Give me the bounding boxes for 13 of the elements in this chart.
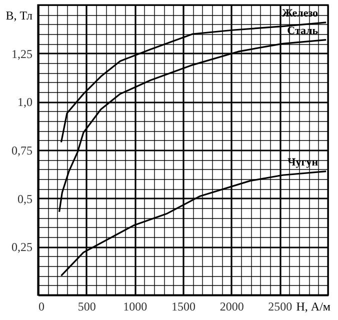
x-tick-label: 500 [78,300,96,314]
y-tick-label: 0,75 [12,144,32,158]
y-axis-title: B, Тл [6,8,32,22]
y-tick-label: 1,0 [18,95,32,110]
x-axis-title: H, А/м [296,300,331,314]
x-tick-label: 2000 [220,300,244,314]
x-tick-label: 1000 [123,300,148,314]
y-tick-label: 0,5 [18,192,32,206]
x-tick-label: 2500 [268,300,292,314]
x-tick-label: 0 [38,300,44,314]
y-tick-label: 1,25 [12,46,32,61]
x-tick-label: 1500 [172,300,196,314]
y-tick-label: 0,25 [12,240,32,254]
